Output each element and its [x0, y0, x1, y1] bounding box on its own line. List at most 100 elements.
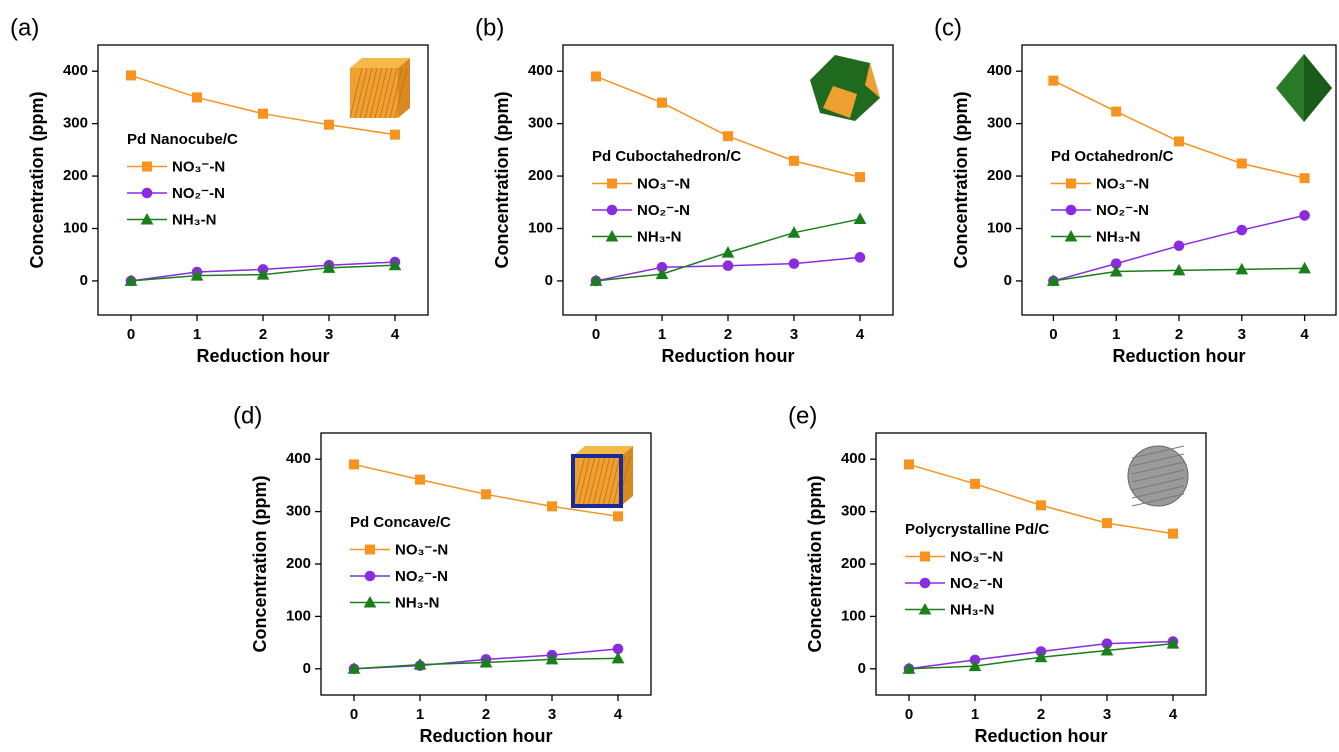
marker	[124, 274, 138, 286]
legend-label: NO₂⁻-N	[637, 202, 690, 219]
marker	[613, 511, 623, 522]
marker	[258, 108, 268, 119]
x-tick-label: 2	[724, 326, 732, 343]
x-tick-label: 4	[1169, 706, 1178, 723]
legend-marker	[141, 187, 153, 199]
marker	[1236, 158, 1247, 169]
marker	[1299, 210, 1310, 221]
y-tick-label: 0	[80, 272, 88, 289]
legend-label: NO₃⁻-N	[1096, 175, 1149, 192]
marker	[1168, 528, 1178, 539]
marker	[1236, 224, 1248, 236]
x-tick-label: 4	[1300, 326, 1309, 343]
icon	[350, 58, 410, 68]
marker	[322, 261, 336, 273]
legend-marker	[920, 551, 930, 562]
marker	[388, 258, 402, 271]
x-tick-label: 4	[614, 706, 623, 723]
legend-marker	[919, 577, 931, 589]
marker	[1109, 264, 1123, 277]
x-axis-label: Reduction hour	[1113, 346, 1246, 366]
marker	[657, 97, 667, 108]
marker	[655, 267, 669, 280]
y-tick-label: 300	[286, 503, 311, 520]
marker	[545, 652, 559, 665]
legend-marker	[365, 544, 375, 555]
legend-label: NH₃-N	[950, 601, 994, 618]
x-tick-label: 1	[193, 326, 201, 343]
y-tick-label: 300	[63, 115, 88, 132]
icon	[384, 67, 398, 119]
y-tick-label: 100	[528, 219, 553, 236]
y-axis-label: Concentration (ppm)	[951, 92, 971, 269]
y-tick-label: 400	[528, 62, 553, 79]
legend-label: NH₃-N	[637, 228, 681, 245]
x-tick-label: 1	[971, 706, 979, 723]
marker	[1048, 75, 1059, 86]
legend-title: Polycrystalline Pd/C	[905, 521, 1049, 538]
icon	[394, 67, 408, 119]
x-tick-label: 1	[1112, 326, 1120, 343]
marker	[722, 260, 734, 272]
icon	[865, 63, 880, 98]
x-tick-label: 4	[856, 326, 865, 343]
icon	[364, 67, 378, 119]
legend-marker	[607, 178, 617, 189]
x-tick-label: 0	[1049, 326, 1057, 343]
marker	[415, 474, 425, 485]
panel-label: (b)	[475, 14, 504, 41]
legend-label: NH₃-N	[172, 211, 216, 228]
y-tick-label: 100	[987, 219, 1012, 236]
x-tick-label: 2	[1037, 706, 1045, 723]
marker	[1173, 240, 1185, 252]
marker	[547, 501, 557, 512]
y-tick-label: 200	[841, 555, 866, 572]
marker	[1174, 136, 1184, 147]
marker	[479, 655, 493, 668]
y-axis-label: Concentration (ppm)	[250, 476, 270, 653]
icon	[354, 67, 368, 119]
x-tick-label: 3	[790, 326, 798, 343]
icon	[597, 455, 611, 507]
legend-marker	[918, 602, 932, 615]
y-tick-label: 100	[286, 607, 311, 624]
y-tick-label: 400	[286, 450, 311, 467]
legend-marker	[140, 212, 154, 225]
subplot: (a) 0 100 200 300 400 0 1 2 3 4 Reduction hour Conce…	[10, 14, 429, 366]
icon	[1131, 493, 1185, 507]
icon	[389, 67, 403, 119]
x-axis-label: Reduction hour	[197, 346, 330, 366]
icon	[349, 67, 363, 119]
marker	[853, 212, 867, 225]
x-tick-label: 2	[1175, 326, 1183, 343]
icon	[571, 454, 623, 508]
legend-marker	[1064, 229, 1078, 242]
panel-label: (c)	[934, 14, 962, 41]
marker	[256, 268, 270, 280]
marker	[968, 659, 982, 672]
legend-label: NO₃⁻-N	[172, 158, 225, 175]
icon	[1131, 461, 1185, 475]
marker	[788, 258, 800, 269]
icon	[577, 455, 591, 507]
icon	[374, 67, 388, 119]
marker	[347, 662, 361, 674]
legend-title: Pd Octahedron/C	[1051, 148, 1174, 165]
y-axis-label: Concentration (ppm)	[27, 92, 47, 269]
icon	[1304, 54, 1332, 122]
marker	[324, 119, 334, 130]
marker	[854, 252, 866, 263]
marker	[413, 658, 427, 670]
panel-label: (d)	[233, 402, 262, 429]
y-tick-label: 0	[858, 660, 866, 677]
panel-label: (a)	[10, 14, 39, 41]
icon	[398, 58, 410, 118]
x-tick-label: 2	[259, 326, 267, 343]
marker	[1047, 274, 1060, 286]
x-tick-label: 0	[350, 706, 358, 723]
y-tick-label: 0	[545, 272, 553, 289]
marker	[855, 172, 865, 183]
marker	[1298, 261, 1311, 274]
legend-title: Pd Nanocube/C	[127, 131, 238, 148]
